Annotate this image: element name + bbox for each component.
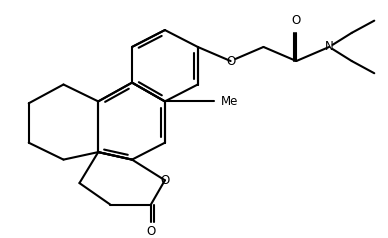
Text: O: O [292, 14, 301, 27]
Text: O: O [160, 174, 170, 187]
Text: O: O [226, 55, 235, 68]
Text: N: N [325, 40, 334, 54]
Text: Me: Me [221, 95, 239, 108]
Text: O: O [146, 225, 156, 238]
